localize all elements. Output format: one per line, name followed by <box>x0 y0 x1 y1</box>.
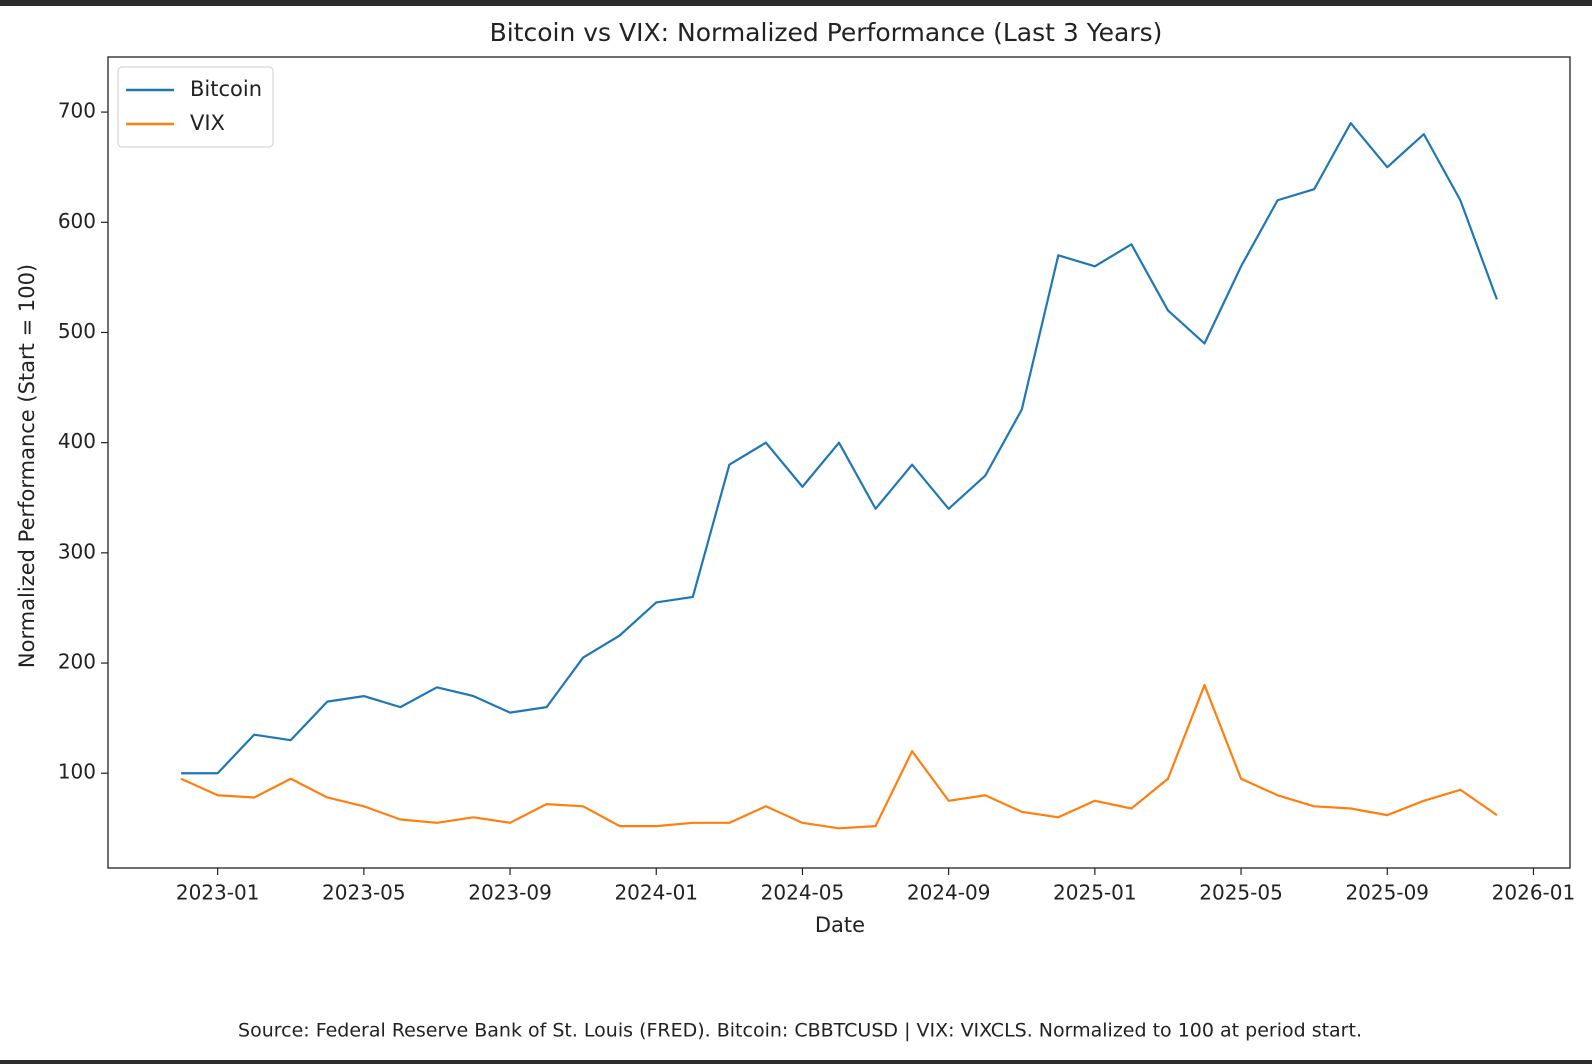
x-tick-label: 2025-05 <box>1199 881 1283 905</box>
series-line <box>181 122 1498 775</box>
y-tick-label: 600 <box>58 209 96 233</box>
x-tick-label: 2024-01 <box>614 881 698 905</box>
legend-label: Bitcoin <box>190 77 262 101</box>
x-tick-label: 2024-05 <box>761 881 845 905</box>
chart: Bitcoin vs VIX: Normalized Performance (… <box>15 18 1576 1042</box>
screenshot: Bitcoin vs VIX: Normalized Performance (… <box>0 6 1592 1060</box>
x-tick-label: 2025-09 <box>1345 881 1429 905</box>
y-tick-label: 100 <box>58 760 96 784</box>
y-tick-label: 300 <box>58 539 96 563</box>
plot-area <box>108 57 1570 868</box>
source-note: Source: Federal Reserve Bank of St. Loui… <box>238 1020 1362 1042</box>
y-tick-label: 200 <box>58 650 96 674</box>
y-tick-label: 500 <box>58 319 96 343</box>
legend-box <box>117 66 274 148</box>
y-axis-label: Normalized Performance (Start = 100) <box>15 264 39 668</box>
y-tick-label: 700 <box>58 99 96 123</box>
plot-frame <box>107 56 1571 869</box>
legend-label: VIX <box>190 111 225 135</box>
legend: Bitcoin VIX <box>117 66 274 148</box>
x-tick-label: 2023-05 <box>322 881 406 905</box>
x-tick-label: 2025-01 <box>1053 881 1137 905</box>
x-axis-label: Date <box>815 913 865 937</box>
x-tick-label: 2023-09 <box>468 881 552 905</box>
y-tick-label: 400 <box>58 429 96 453</box>
x-tick-label: 2024-09 <box>907 881 991 905</box>
series-line <box>180 683 1498 830</box>
x-tick-label: 2026-01 <box>1492 881 1576 905</box>
chart-title: Bitcoin vs VIX: Normalized Performance (… <box>490 18 1163 47</box>
x-tick-label: 2023-01 <box>176 881 260 905</box>
